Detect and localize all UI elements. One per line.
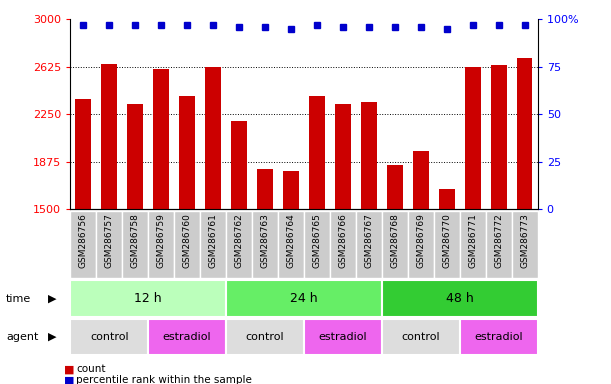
- Text: GSM286768: GSM286768: [390, 213, 400, 268]
- Bar: [174, 211, 200, 278]
- Text: count: count: [76, 364, 106, 374]
- Bar: [382, 319, 459, 355]
- Text: estradiol: estradiol: [318, 332, 367, 342]
- Text: GSM286761: GSM286761: [208, 213, 218, 268]
- Bar: [180, 96, 195, 209]
- Text: GSM286767: GSM286767: [364, 213, 373, 268]
- Text: GSM286770: GSM286770: [442, 213, 452, 268]
- Bar: [486, 211, 512, 278]
- Text: GSM286763: GSM286763: [260, 213, 269, 268]
- Bar: [252, 211, 278, 278]
- Bar: [465, 67, 480, 209]
- Bar: [76, 99, 91, 209]
- Text: ▶: ▶: [48, 293, 56, 304]
- Text: GSM286760: GSM286760: [183, 213, 192, 268]
- Text: ■: ■: [64, 375, 75, 384]
- Text: GSM286757: GSM286757: [104, 213, 114, 268]
- Bar: [226, 280, 382, 317]
- Bar: [413, 151, 428, 209]
- Bar: [335, 104, 351, 209]
- Bar: [361, 102, 376, 209]
- Bar: [434, 211, 459, 278]
- Bar: [101, 64, 117, 209]
- Bar: [439, 189, 455, 209]
- Bar: [330, 211, 356, 278]
- Bar: [459, 319, 538, 355]
- Bar: [122, 211, 148, 278]
- Text: 24 h: 24 h: [290, 292, 318, 305]
- Bar: [304, 211, 330, 278]
- Text: control: control: [401, 332, 440, 342]
- Text: estradiol: estradiol: [163, 332, 211, 342]
- Bar: [153, 69, 169, 209]
- Text: control: control: [90, 332, 128, 342]
- Text: GSM286759: GSM286759: [156, 213, 166, 268]
- Text: control: control: [246, 332, 284, 342]
- Bar: [356, 211, 382, 278]
- Text: GSM286762: GSM286762: [235, 213, 244, 268]
- Bar: [205, 67, 221, 209]
- Bar: [491, 65, 507, 209]
- Bar: [226, 319, 304, 355]
- Bar: [382, 280, 538, 317]
- Bar: [70, 280, 226, 317]
- Bar: [517, 58, 533, 209]
- Text: 48 h: 48 h: [446, 292, 474, 305]
- Text: 12 h: 12 h: [134, 292, 162, 305]
- Bar: [200, 211, 226, 278]
- Text: GSM286772: GSM286772: [494, 213, 503, 268]
- Text: GSM286773: GSM286773: [520, 213, 529, 268]
- Bar: [459, 211, 486, 278]
- Text: GSM286758: GSM286758: [131, 213, 140, 268]
- Bar: [278, 211, 304, 278]
- Bar: [70, 211, 97, 278]
- Text: GSM286766: GSM286766: [338, 213, 348, 268]
- Bar: [304, 319, 382, 355]
- Text: percentile rank within the sample: percentile rank within the sample: [76, 375, 252, 384]
- Text: GSM286771: GSM286771: [468, 213, 477, 268]
- Bar: [226, 211, 252, 278]
- Text: time: time: [6, 293, 31, 304]
- Text: estradiol: estradiol: [474, 332, 523, 342]
- Bar: [257, 169, 273, 209]
- Bar: [148, 319, 226, 355]
- Text: ▶: ▶: [48, 332, 56, 342]
- Bar: [70, 319, 148, 355]
- Bar: [309, 96, 324, 209]
- Bar: [408, 211, 434, 278]
- Bar: [283, 171, 299, 209]
- Text: GSM286764: GSM286764: [287, 213, 296, 268]
- Bar: [148, 211, 174, 278]
- Bar: [382, 211, 408, 278]
- Bar: [97, 211, 122, 278]
- Text: agent: agent: [6, 332, 38, 342]
- Text: GSM286765: GSM286765: [312, 213, 321, 268]
- Bar: [231, 121, 247, 209]
- Bar: [127, 104, 143, 209]
- Bar: [387, 165, 403, 209]
- Bar: [512, 211, 538, 278]
- Text: ■: ■: [64, 364, 75, 374]
- Text: GSM286756: GSM286756: [79, 213, 88, 268]
- Text: GSM286769: GSM286769: [416, 213, 425, 268]
